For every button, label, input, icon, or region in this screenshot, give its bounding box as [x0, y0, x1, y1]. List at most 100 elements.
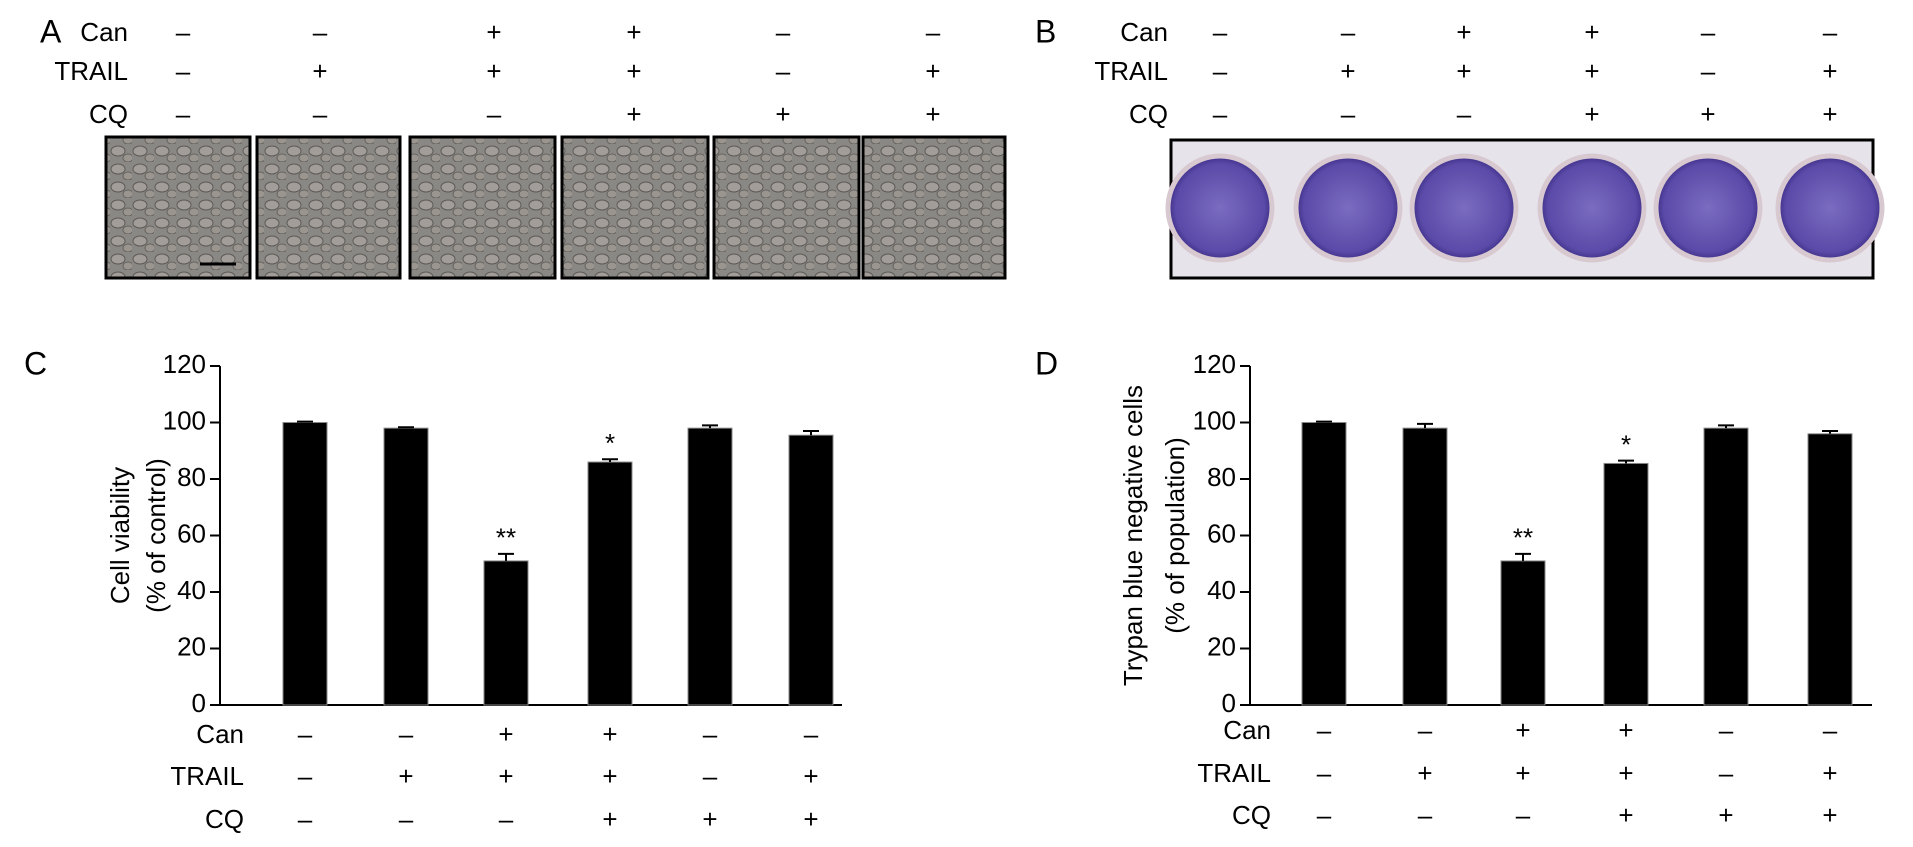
- y-tick-label: 120: [163, 349, 206, 379]
- treatment-sign: +: [1515, 715, 1530, 745]
- y-axis-label: Cell viability: [105, 467, 135, 604]
- treatment-sign: –: [1701, 17, 1716, 47]
- treatment-sign: +: [486, 56, 501, 86]
- y-tick-label: 80: [177, 462, 206, 492]
- treatment-sign: –: [399, 804, 414, 834]
- panel-label: C: [24, 345, 47, 381]
- bar: [1603, 462, 1649, 706]
- error-bar: [803, 429, 819, 436]
- treatment-label: TRAIL: [1197, 758, 1271, 788]
- treatment-sign: +: [626, 56, 641, 86]
- treatment-sign: +: [925, 99, 940, 129]
- micrograph: [861, 135, 1007, 280]
- treatment-label: CQ: [1232, 800, 1271, 830]
- error-bar: [602, 458, 618, 463]
- treatment-sign: –: [1317, 800, 1332, 830]
- significance-label: *: [605, 428, 615, 458]
- bar: [1807, 433, 1853, 706]
- y-tick-label: 80: [1207, 462, 1236, 492]
- bar: [1703, 427, 1749, 706]
- treatment-sign: –: [176, 17, 191, 47]
- treatment-sign: –: [1823, 17, 1838, 47]
- treatment-sign: +: [1700, 99, 1715, 129]
- treatment-sign: –: [298, 761, 313, 791]
- treatment-sign: +: [486, 17, 501, 47]
- treatment-sign: +: [1822, 99, 1837, 129]
- well: [1537, 153, 1647, 263]
- treatment-sign: –: [1317, 758, 1332, 788]
- treatment-sign: +: [602, 719, 617, 749]
- treatment-sign: –: [776, 17, 791, 47]
- bar: [587, 461, 633, 706]
- bar: [483, 560, 529, 706]
- y-tick-label: 100: [1193, 405, 1236, 435]
- treatment-sign: –: [1418, 715, 1433, 745]
- y-tick-label: 0: [1222, 688, 1236, 718]
- error-bar: [1718, 424, 1734, 429]
- treatment-sign: –: [1213, 99, 1228, 129]
- treatment-label: CQ: [89, 99, 128, 129]
- treatment-sign: +: [1456, 56, 1471, 86]
- error-bar: [702, 424, 718, 429]
- treatment-sign: –: [1719, 758, 1734, 788]
- treatment-sign: +: [1417, 758, 1432, 788]
- treatment-sign: +: [1618, 758, 1633, 788]
- treatment-sign: +: [626, 17, 641, 47]
- significance-label: **: [496, 523, 516, 553]
- treatment-sign: –: [1418, 800, 1433, 830]
- treatment-sign: +: [1822, 56, 1837, 86]
- error-bar: [1618, 459, 1634, 464]
- treatment-sign: –: [1341, 99, 1356, 129]
- treatment-sign: –: [1341, 17, 1356, 47]
- treatment-sign: +: [1822, 758, 1837, 788]
- bar: [788, 434, 834, 706]
- treatment-sign: –: [313, 99, 328, 129]
- error-bar: [398, 426, 414, 429]
- treatment-sign: –: [499, 804, 514, 834]
- bar: [1301, 422, 1347, 706]
- y-axis-label: (% of population): [1160, 437, 1190, 634]
- treatment-sign: –: [1516, 800, 1531, 830]
- bar: [687, 427, 733, 706]
- treatment-sign: –: [298, 719, 313, 749]
- micrograph: [712, 135, 861, 280]
- treatment-sign: –: [703, 719, 718, 749]
- treatment-sign: –: [313, 17, 328, 47]
- treatment-sign: –: [1719, 715, 1734, 745]
- treatment-sign: +: [925, 56, 940, 86]
- y-tick-label: 120: [1193, 349, 1236, 379]
- bar: [282, 422, 328, 706]
- y-axis-label: (% of control): [141, 458, 171, 613]
- error-bar: [1316, 420, 1332, 423]
- y-axis-label: Trypan blue negative cells: [1118, 385, 1148, 686]
- panel-b-plate: [1165, 138, 1885, 280]
- treatment-sign: –: [1317, 715, 1332, 745]
- treatment-sign: +: [1456, 17, 1471, 47]
- treatment-label: Can: [196, 719, 244, 749]
- treatment-sign: +: [1584, 17, 1599, 47]
- error-bar: [498, 552, 514, 561]
- treatment-sign: +: [626, 99, 641, 129]
- treatment-sign: –: [703, 761, 718, 791]
- micrograph: [104, 135, 252, 280]
- y-tick-label: 100: [163, 405, 206, 435]
- treatment-label: TRAIL: [54, 56, 128, 86]
- treatment-sign: –: [804, 719, 819, 749]
- treatment-label: TRAIL: [1094, 56, 1168, 86]
- panel-label: A: [40, 13, 62, 49]
- error-bar: [1417, 422, 1433, 429]
- panel-a-images: [104, 135, 1007, 280]
- well: [1293, 153, 1403, 263]
- micrograph: [560, 135, 710, 280]
- treatment-sign: +: [1618, 715, 1633, 745]
- treatment-sign: –: [176, 56, 191, 86]
- treatment-sign: +: [602, 804, 617, 834]
- treatment-sign: +: [498, 761, 513, 791]
- treatment-sign: +: [312, 56, 327, 86]
- panel-label: B: [1035, 13, 1056, 49]
- treatment-sign: –: [1457, 99, 1472, 129]
- bar: [383, 427, 429, 706]
- treatment-label: Can: [80, 17, 128, 47]
- treatment-label: CQ: [205, 804, 244, 834]
